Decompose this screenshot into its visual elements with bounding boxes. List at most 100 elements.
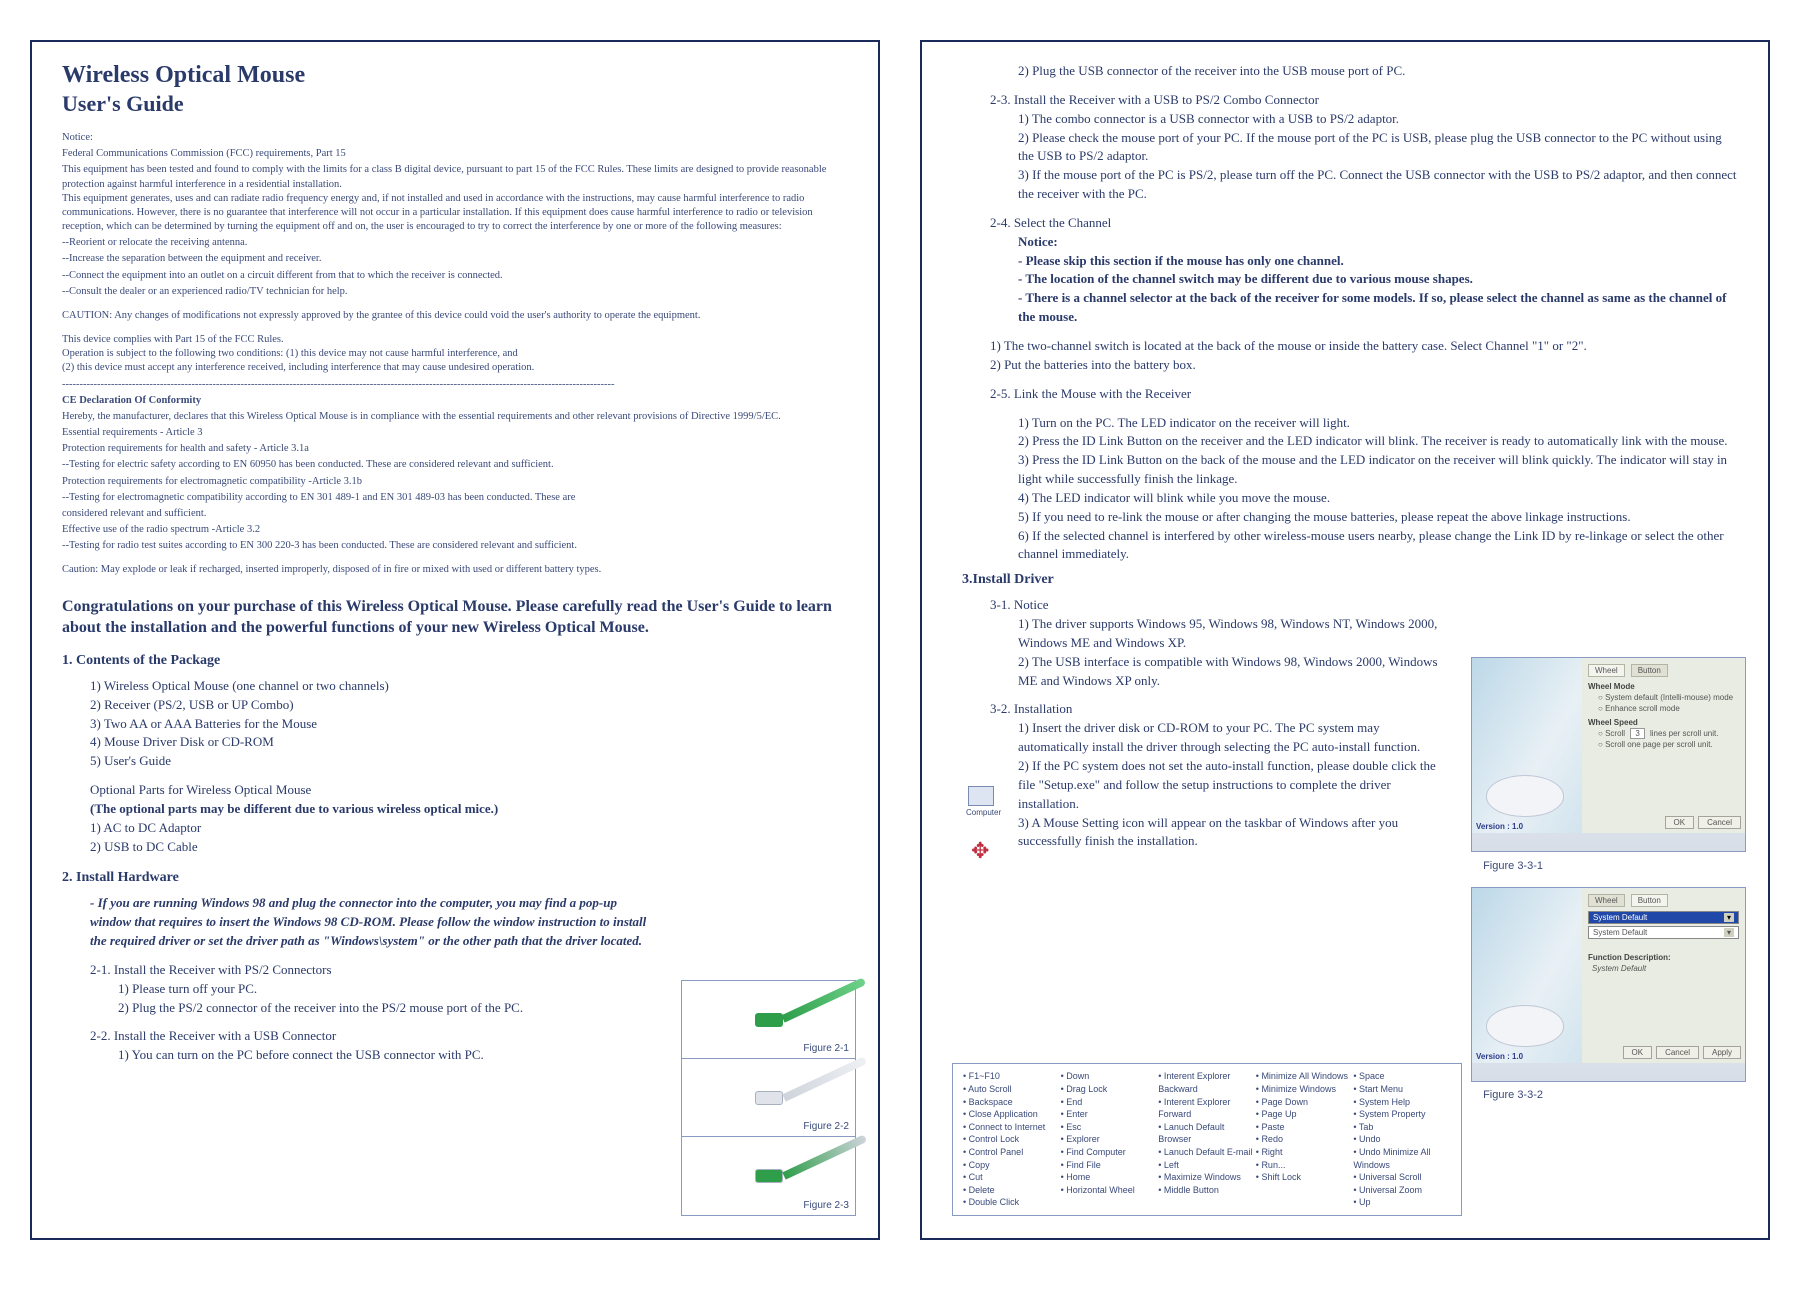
- radio-scroll-lines[interactable]: Scroll 3 lines per scroll unit.: [1598, 729, 1739, 738]
- func-item: Right: [1256, 1146, 1354, 1159]
- s3-2-item: 1) Insert the driver disk or CD-ROM to y…: [1018, 719, 1442, 757]
- tab-wheel[interactable]: Wheel: [1588, 894, 1625, 907]
- s2-1-item: 2) Plug the PS/2 connector of the receiv…: [118, 999, 652, 1018]
- pkg-item: 3) Two AA or AAA Batteries for the Mouse: [90, 715, 848, 734]
- func-item: End: [1061, 1096, 1159, 1109]
- ce-line: Effective use of the radio spectrum -Art…: [62, 523, 848, 537]
- func-item: Left: [1158, 1159, 1256, 1172]
- page-right: 2) Plug the USB connector of the receive…: [920, 40, 1770, 1240]
- pkg-item: 4) Mouse Driver Disk or CD-ROM: [90, 733, 848, 752]
- ok-button[interactable]: OK: [1623, 1046, 1653, 1059]
- congrats-text: Congratulations on your purchase of this…: [62, 596, 848, 639]
- fcc-measure: --Connect the equipment into an outlet o…: [62, 269, 848, 283]
- func-item: Copy: [963, 1159, 1061, 1172]
- version-label: Version : 1.0: [1476, 822, 1523, 831]
- figure-usb-connector: Figure 2-2: [682, 1059, 855, 1137]
- fcc-heading: Federal Communications Commission (FCC) …: [62, 147, 848, 161]
- function-combo[interactable]: System Default▾: [1588, 911, 1739, 924]
- scroll-value-input[interactable]: 3: [1630, 728, 1644, 739]
- fcc-measure: --Increase the separation between the eq…: [62, 252, 848, 266]
- apply-button[interactable]: Apply: [1703, 1046, 1741, 1059]
- connector-figures: Figure 2-1 Figure 2-2 Figure 2-3: [681, 980, 856, 1216]
- s2-5-item: 3) Press the ID Link Button on the back …: [1018, 451, 1738, 489]
- page-left: Wireless Optical Mouse User's Guide Noti…: [30, 40, 880, 1240]
- section-wheel-mode: Wheel Mode: [1588, 682, 1739, 691]
- pkg-item: 5) User's Guide: [90, 752, 848, 771]
- dialog-wheel-tab: Version : 1.0 Wheel Button Wheel Mode Sy…: [1471, 657, 1746, 852]
- func-item: Interent Explorer Backward: [1158, 1070, 1256, 1095]
- radio-scroll-page[interactable]: Scroll one page per scroll unit.: [1598, 740, 1739, 749]
- tab-button[interactable]: Button: [1631, 664, 1668, 677]
- scroll-unit: lines per scroll unit.: [1650, 729, 1718, 738]
- chevron-down-icon: ▾: [1724, 928, 1734, 937]
- s2-3-item: 3) If the mouse port of the PC is PS/2, …: [1018, 166, 1738, 204]
- func-item: Control Lock: [963, 1133, 1061, 1146]
- figure-label: Figure 2-1: [803, 1043, 849, 1054]
- func-col: F1~F10Auto ScrollBackspaceClose Applicat…: [963, 1070, 1061, 1209]
- func-item: Redo: [1256, 1133, 1354, 1146]
- opt-item: 1) AC to DC Adaptor: [90, 819, 848, 838]
- func-item: Explorer: [1061, 1133, 1159, 1146]
- cancel-button[interactable]: Cancel: [1656, 1046, 1699, 1059]
- s2-5-item: 6) If the selected channel is interfered…: [1018, 527, 1738, 565]
- func-item: Esc: [1061, 1121, 1159, 1134]
- ce-line: Protection requirements for health and s…: [62, 442, 848, 456]
- arrows-icon: [966, 841, 996, 867]
- tab-button[interactable]: Button: [1631, 894, 1668, 907]
- ce-body: Hereby, the manufacturer, declares that …: [62, 410, 848, 424]
- func-item: Interent Explorer Forward: [1158, 1096, 1256, 1121]
- s2-5-item: 5) If you need to re-link the mouse or a…: [1018, 508, 1738, 527]
- func-item: System Property: [1353, 1108, 1451, 1121]
- func-item: Lanuch Default E-mail: [1158, 1146, 1256, 1159]
- func-item: Run...: [1256, 1159, 1354, 1172]
- func-item: Space: [1353, 1070, 1451, 1083]
- func-item: Undo Minimize All Windows: [1353, 1146, 1451, 1171]
- s2-3-item: 2) Please check the mouse port of your P…: [1018, 129, 1738, 167]
- icon-label: Computer: [966, 808, 996, 817]
- ce-line: --Testing for electric safety according …: [62, 458, 848, 472]
- combo-value: System Default: [1593, 913, 1647, 922]
- radio-enhance-mode[interactable]: Enhance scroll mode: [1598, 704, 1739, 713]
- func-item: Maximize Windows: [1158, 1171, 1256, 1184]
- func-item: Close Application: [963, 1108, 1061, 1121]
- func-item: Horizontal Wheel: [1061, 1184, 1159, 1197]
- func-item: Middle Button: [1158, 1184, 1256, 1197]
- s2-4-bullet: - The location of the channel switch may…: [1018, 270, 1738, 289]
- function-combo-alt[interactable]: System Default ▾: [1588, 926, 1739, 939]
- radio-intelli-mode[interactable]: System default (Intelli-mouse) mode: [1598, 693, 1739, 702]
- section-1-head: 1. Contents of the Package: [62, 653, 848, 669]
- scroll-label: Scroll: [1605, 729, 1625, 738]
- s2-5-item: 2) Press the ID Link Button on the recei…: [1018, 432, 1738, 451]
- func-item: Double Click: [963, 1196, 1061, 1209]
- function-desc: System Default: [1592, 964, 1739, 973]
- func-item: Connect to Internet: [963, 1121, 1061, 1134]
- opt-item: 2) USB to DC Cable: [90, 838, 848, 857]
- notice-label: Notice:: [62, 131, 848, 145]
- func-item: Auto Scroll: [963, 1083, 1061, 1096]
- combo-value: System Default: [1593, 928, 1647, 937]
- fcc-measure: --Consult the dealer or an experienced r…: [62, 285, 848, 299]
- ce-line: --Testing for electromagnetic compatibil…: [62, 491, 848, 505]
- s2-1-item: 1) Please turn off your PC.: [118, 980, 652, 999]
- func-item: Cut: [963, 1171, 1061, 1184]
- cancel-button[interactable]: Cancel: [1698, 816, 1741, 829]
- func-item: Find File: [1061, 1159, 1159, 1172]
- s2-5-head: 2-5. Link the Mouse with the Receiver: [990, 385, 1738, 404]
- func-item: Universal Zoom: [1353, 1184, 1451, 1197]
- win98-note: - If you are running Windows 98 and plug…: [90, 894, 652, 951]
- s2-5-item: 1) Turn on the PC. The LED indicator on …: [1018, 414, 1738, 433]
- ce-line: Protection requirements for electromagne…: [62, 475, 848, 489]
- fcc-measure: --Reorient or relocate the receiving ant…: [62, 236, 848, 250]
- func-item: Paste: [1256, 1121, 1354, 1134]
- s2-4-notice: Notice:: [1018, 233, 1738, 252]
- tab-wheel[interactable]: Wheel: [1588, 664, 1625, 677]
- opt-head: Optional Parts for Wireless Optical Mous…: [90, 781, 848, 800]
- figure-caption: Figure 3-3-2: [1483, 1089, 1543, 1101]
- s2-4-item: 2) Put the batteries into the battery bo…: [990, 356, 1738, 375]
- pkg-item: 2) Receiver (PS/2, USB or UP Combo): [90, 696, 848, 715]
- doc-title-2: User's Guide: [62, 91, 848, 117]
- opt-note: (The optional parts may be different due…: [90, 800, 848, 819]
- func-item: Lanuch Default Browser: [1158, 1121, 1256, 1146]
- ok-button[interactable]: OK: [1665, 816, 1695, 829]
- func-item: Minimize All Windows: [1256, 1070, 1354, 1083]
